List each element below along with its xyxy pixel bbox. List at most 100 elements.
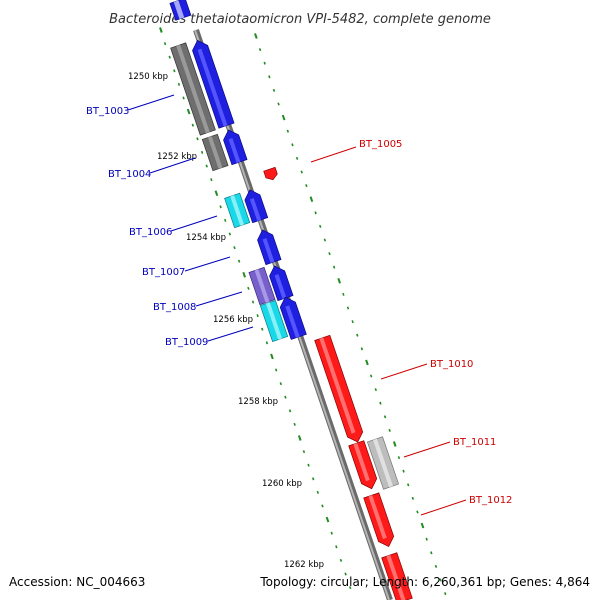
tick-mark [344,572,347,576]
gene-label-bt-1012[interactable]: BT_1012 [469,495,512,506]
tick-mark [219,205,222,209]
forward-labels: BT_1003 BT_1004 BT_1006 BT_1007 BT_1008 … [86,94,254,348]
tick-label: 1250 kbp [128,72,168,82]
gene-label-bt-1008[interactable]: BT_1008 [153,302,196,313]
tick-mark [268,75,271,79]
tick-mark [349,586,352,590]
tick-mark [182,96,185,100]
tick-label: 1254 kbp [186,233,226,243]
gene-arrow[interactable] [255,227,282,266]
tick-mark [369,374,373,378]
tick-mark [295,156,299,160]
gene-arrow[interactable] [248,266,276,306]
tick-mark [316,490,320,494]
gene-arrow[interactable] [363,492,397,549]
tick-mark [439,578,442,582]
tick-mark [351,320,354,324]
tick-label: 1262 kbp [284,560,324,570]
tick-mark [191,123,195,127]
gene-arrow[interactable] [278,295,307,340]
tick-mark [224,218,227,222]
gene-label-bt-1003[interactable]: BT_1003 [86,106,129,117]
tick-mark [342,292,345,296]
tick-mark [233,246,236,250]
gene-label-bt-1009[interactable]: BT_1009 [165,337,208,348]
tick-mark [411,496,415,500]
tick-mark [406,483,410,487]
tick-mark [325,516,330,523]
gene-arrow[interactable] [169,0,192,21]
tick-mark [274,368,278,372]
accession-text: Accession: NC_004663 [9,575,145,589]
gene-arrow[interactable] [381,552,413,600]
tick-mark [332,265,336,269]
gene-arrow[interactable] [224,192,251,229]
tick-track [159,27,447,596]
tick-mark [305,184,308,188]
gene-arrow[interactable] [170,42,216,136]
forward-genes [169,0,307,343]
tick-mark [346,306,350,310]
gene-arrow[interactable] [267,263,294,302]
tick-mark [251,300,255,304]
gene-arrow[interactable] [263,166,279,181]
gene-label-bt-1006[interactable]: BT_1006 [129,227,172,238]
tick-mark [337,277,342,284]
tick-mark [425,537,428,541]
tick-mark [214,190,219,197]
tick-mark [256,314,259,318]
gene-label-bt-1011[interactable]: BT_1011 [453,437,496,448]
tick-label: 1258 kbp [238,397,278,407]
tick-mark [339,558,343,562]
tick-mark [284,395,287,399]
tick-mark [379,401,382,405]
gene-arrow[interactable] [366,436,400,490]
tick-mark [307,463,310,467]
tick-mark [272,88,276,92]
tick-mark [311,477,315,481]
tick-mark [309,196,314,203]
tick-mark [383,415,387,419]
gene-arrow[interactable] [314,334,366,444]
tick-mark [321,504,324,508]
tick-mark [265,341,269,345]
gene-label-bt-1007[interactable]: BT_1007 [142,267,185,278]
tick-mark [434,564,438,568]
tick-mark [420,522,425,529]
tick-mark [205,164,208,168]
tick-mark [293,422,296,426]
tick-mark [277,102,280,106]
tick-mark [402,469,405,473]
tick-mark [254,33,258,39]
gene-arrow[interactable] [242,187,269,224]
gene-label-bt-1010[interactable]: BT_1010 [430,359,473,370]
tick-mark [328,252,331,256]
tick-mark [319,224,322,228]
gene-label-bt-1004[interactable]: BT_1004 [108,169,151,180]
gene-arrow[interactable] [221,127,248,166]
tick-mark [196,137,199,141]
tick-mark [159,27,163,33]
gene-label-bt-1005[interactable]: BT_1005 [359,139,402,150]
tick-mark [392,441,397,447]
tick-mark [302,450,306,454]
tick-mark [416,510,419,514]
tick-mark [200,150,204,154]
tick-label: 1256 kbp [213,315,253,325]
gene-arrow[interactable] [190,38,235,129]
tick-mark [291,143,294,147]
gene-arrow[interactable] [348,440,380,492]
gene-arrow[interactable] [201,133,229,172]
tick-mark [228,232,232,236]
tick-mark [330,531,333,535]
tick-label: 1260 kbp [262,479,302,489]
tick-mark [314,211,317,215]
tick-mark [360,347,364,351]
ruler-labels: 1250 kbp 1252 kbp 1254 kbp 1256 kbp 1258… [128,72,324,570]
tick-mark [374,388,377,392]
tick-mark [297,435,302,441]
tick-mark [270,353,274,360]
tick-mark [286,129,290,133]
gene-arrow[interactable] [259,299,289,343]
